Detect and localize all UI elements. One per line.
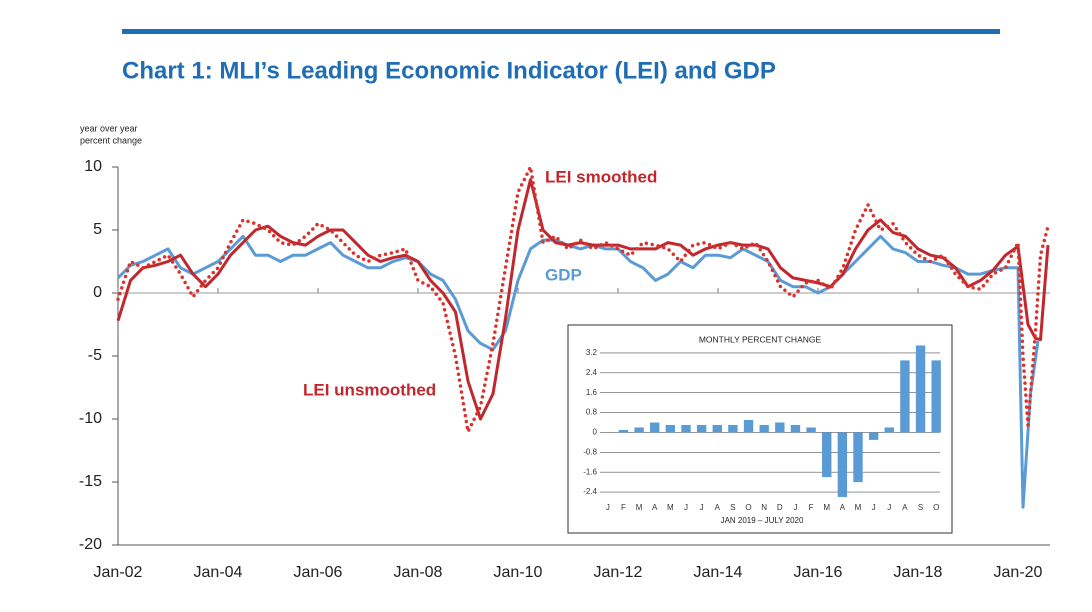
chart-title: Chart 1: MLI’s Leading Economic Indicato… <box>122 57 776 84</box>
line-series <box>116 165 1050 434</box>
x-tick-label: Jan-14 <box>694 564 743 581</box>
bar <box>681 424 691 433</box>
x-tick-label: F <box>621 503 626 512</box>
bar <box>618 429 629 433</box>
x-tick-label: J <box>684 503 688 512</box>
x-tick-label: A <box>715 503 721 512</box>
y-tick-label: -2.4 <box>583 487 597 496</box>
y-axis-label: percent change <box>80 135 142 145</box>
line-series <box>116 234 1040 509</box>
x-tick-label: J <box>872 503 876 512</box>
line-series <box>116 178 1050 421</box>
y-tick-label: -0.8 <box>583 447 597 456</box>
x-tick-label: M <box>855 503 862 512</box>
bar <box>696 424 707 433</box>
y-tick-label: -5 <box>88 347 102 364</box>
annotation: LEI unsmoothed <box>303 380 436 399</box>
top-rule <box>122 29 1000 34</box>
y-tick-label: -15 <box>79 473 102 490</box>
bar <box>712 424 722 433</box>
bar <box>790 424 801 433</box>
y-tick-label: -20 <box>79 536 102 553</box>
x-tick-label: J <box>887 503 891 512</box>
x-tick-label: J <box>793 503 797 512</box>
annotation: LEI smoothed <box>545 167 657 186</box>
bar <box>806 427 816 433</box>
bar <box>634 427 644 433</box>
x-tick-label: Jan-20 <box>994 564 1043 581</box>
x-tick-label: M <box>667 503 674 512</box>
bar <box>837 432 848 498</box>
bar <box>931 360 941 433</box>
y-tick-label: 0 <box>593 428 598 437</box>
x-tick-label: J <box>606 503 610 512</box>
y-axis-label: year over year <box>80 123 138 133</box>
bar <box>915 345 926 433</box>
y-tick-label: -10 <box>79 410 102 427</box>
x-tick-label: Jan-02 <box>94 564 143 581</box>
y-tick-label: 0 <box>93 284 102 301</box>
y-tick-label: 1.6 <box>586 388 598 397</box>
x-tick-label: S <box>918 503 923 512</box>
x-tick-label: Jan-12 <box>594 564 643 581</box>
bar <box>650 422 660 433</box>
x-tick-label: D <box>777 503 783 512</box>
x-tick-label: Jan-08 <box>394 564 443 581</box>
x-tick-label: O <box>933 503 939 512</box>
bar <box>759 424 769 433</box>
y-tick-label: 5 <box>93 221 102 238</box>
bar <box>884 427 894 433</box>
x-tick-label: O <box>745 503 751 512</box>
x-tick-label: A <box>840 503 846 512</box>
y-tick-label: 2.4 <box>586 368 598 377</box>
x-tick-label: A <box>902 503 908 512</box>
inset-title: MONTHLY PERCENT CHANGE <box>699 334 822 344</box>
x-tick-label: Jan-04 <box>194 564 243 581</box>
x-tick-label: M <box>636 503 643 512</box>
bar <box>900 360 910 433</box>
annotation: GDP <box>545 265 582 284</box>
bar <box>868 432 879 440</box>
x-tick-label: A <box>652 503 658 512</box>
y-tick-label: 3.2 <box>586 348 598 357</box>
x-tick-label: Jan-16 <box>794 564 843 581</box>
bar <box>728 424 738 433</box>
x-tick-label: J <box>700 503 704 512</box>
x-tick-label: N <box>761 503 767 512</box>
x-axis-label: JAN 2019 – JULY 2020 <box>721 516 804 525</box>
y-tick-label: 10 <box>84 158 102 175</box>
x-tick-label: M <box>823 503 830 512</box>
bar <box>665 424 676 433</box>
bar <box>743 420 754 433</box>
y-tick-label: -1.6 <box>583 467 597 476</box>
x-tick-label: Jan-18 <box>894 564 943 581</box>
y-tick-label: 0.8 <box>586 408 598 417</box>
x-tick-label: S <box>730 503 735 512</box>
bar <box>853 432 863 483</box>
x-tick-label: Jan-06 <box>294 564 343 581</box>
x-tick-label: Jan-10 <box>494 564 543 581</box>
x-tick-label: F <box>809 503 814 512</box>
bar <box>775 422 785 433</box>
bar <box>822 432 832 478</box>
